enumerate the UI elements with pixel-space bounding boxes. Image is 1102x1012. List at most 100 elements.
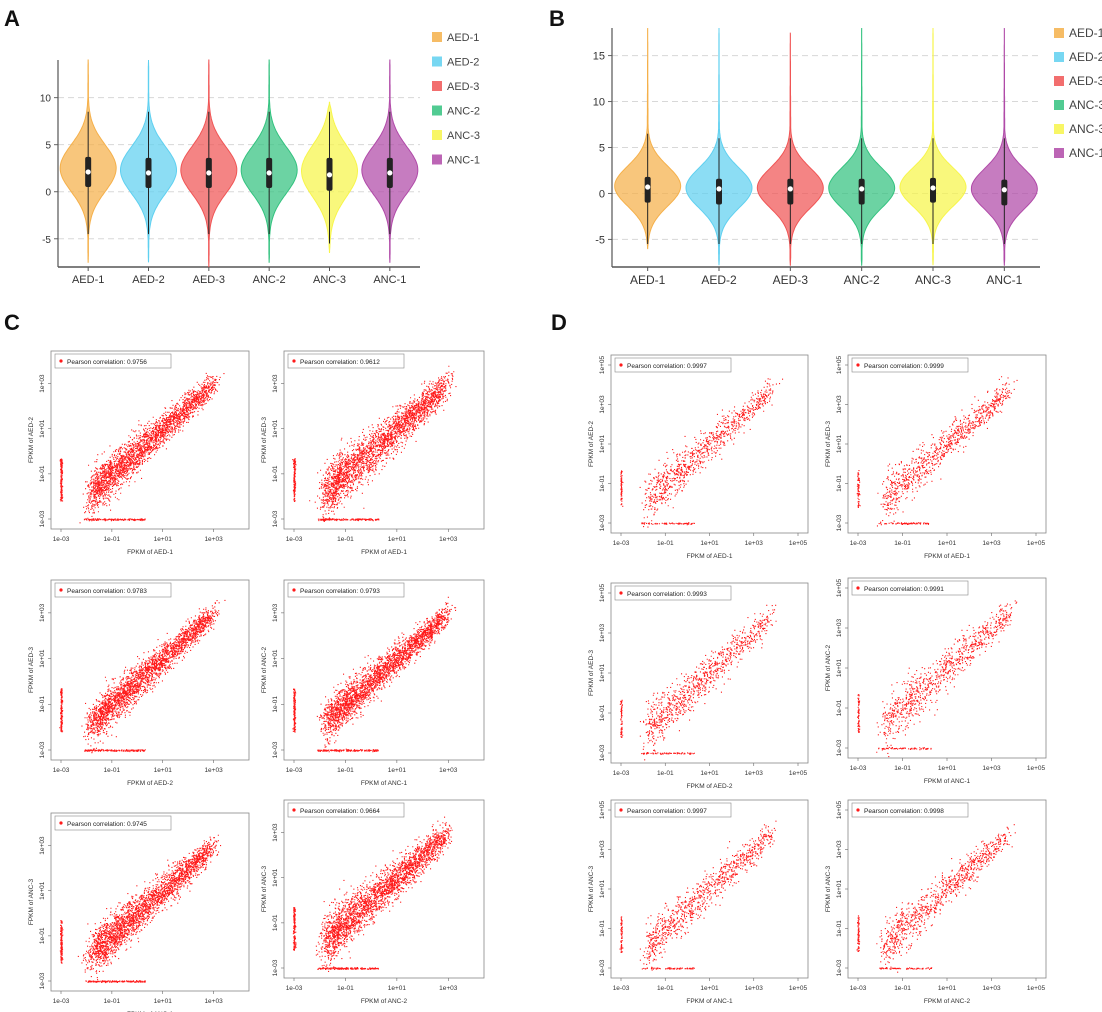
violin-median xyxy=(716,186,722,192)
x-tick-label: 1e+05 xyxy=(1027,985,1046,992)
y-tick-label: 1e+03 xyxy=(836,395,843,414)
scatter-legend-marker xyxy=(619,363,623,367)
violin-iqr-box xyxy=(716,178,722,205)
x-axis-label: FPKM of ANC-1 xyxy=(361,780,408,787)
y-axis-label: FPKM of ANC-2 xyxy=(825,644,832,691)
x-tick-label: 1e-03 xyxy=(53,767,70,774)
x-tick-label: 1e+01 xyxy=(388,985,407,992)
x-tick-label: AED-3 xyxy=(193,274,225,286)
y-tick-label: 1e-01 xyxy=(599,704,606,721)
legend-label: AED-3 xyxy=(447,81,479,93)
legend-label: AED-1 xyxy=(447,32,479,44)
x-tick-label: ANC-3 xyxy=(313,274,346,286)
y-tick-label: 1e+01 xyxy=(272,419,279,438)
x-tick-label: 1e-01 xyxy=(337,767,354,774)
x-axis-label: FPKM of ANC-2 xyxy=(924,998,971,1005)
x-tick-label: 1e+03 xyxy=(745,770,764,777)
x-axis-label: FPKM of AED-1 xyxy=(687,553,733,560)
x-tick-label: 1e+01 xyxy=(388,536,407,543)
y-axis-label: FPKM of ANC-3 xyxy=(825,865,832,912)
scatter-legend-box xyxy=(54,815,172,831)
scatter-frame xyxy=(283,350,485,530)
y-tick-label: 1e-03 xyxy=(599,959,606,976)
scatter-legend-marker xyxy=(59,359,63,363)
y-tick-label: 1e-01 xyxy=(39,696,46,713)
y-tick-label: 1e+03 xyxy=(599,623,606,642)
y-tick-label: 0 xyxy=(599,188,605,200)
y-axis-label: FPKM of AED-3 xyxy=(28,647,35,693)
scatter-legend-box xyxy=(287,353,405,369)
x-tick-label: 1e-01 xyxy=(104,536,121,543)
violin-chart-b: -5 0 5 10 15 AED-1 AED-2 AED-3 ANC-2 ANC-3 ANC-1 AE… xyxy=(593,26,1102,287)
x-tick-label: ANC-2 xyxy=(844,273,880,287)
x-tick-label: 1e-01 xyxy=(894,540,911,547)
x-axis-label: FPKM of AED-1 xyxy=(127,549,173,556)
panel-label-b: B xyxy=(549,6,565,31)
legend-swatch xyxy=(1054,148,1064,158)
y-tick-label: 1e-01 xyxy=(272,914,279,931)
y-tick-label: 1e+01 xyxy=(272,868,279,887)
y-tick-label: 1e-03 xyxy=(272,959,279,976)
x-tick-label: 1e-03 xyxy=(613,985,630,992)
x-tick-label: 1e+01 xyxy=(700,770,719,777)
x-tick-label: 1e-03 xyxy=(286,767,303,774)
scatter-legend-text: Pearson correlation: 0.9998 xyxy=(864,808,944,815)
y-tick-label: 1e-03 xyxy=(836,959,843,976)
x-tick-label: 1e+01 xyxy=(700,985,719,992)
y-tick-label: 1e+05 xyxy=(836,355,843,374)
scatter-legend-marker xyxy=(856,808,860,812)
y-tick-label: 5 xyxy=(599,143,605,155)
scatter-legend-marker xyxy=(292,808,296,812)
scatter-legend-marker xyxy=(619,591,623,595)
y-tick-label: 1e+03 xyxy=(272,603,279,622)
scatter-legend-text: Pearson correlation: 0.9993 xyxy=(627,591,707,598)
scatter-frame xyxy=(847,799,1047,979)
scatter-legend-text: Pearson correlation: 0.9783 xyxy=(67,588,147,595)
scatter-frame xyxy=(50,579,250,761)
y-tick-label: 1e+01 xyxy=(599,434,606,453)
x-tick-label: AED-2 xyxy=(132,274,164,286)
legend-label: ANC-3 xyxy=(1069,122,1102,136)
scatter-legend-box xyxy=(614,357,732,373)
scatter-legend-box xyxy=(614,802,732,818)
x-tick-label: 1e+05 xyxy=(789,985,808,992)
y-tick-label: 1e+01 xyxy=(272,649,279,668)
scatter-legend-marker xyxy=(292,359,296,363)
x-tick-label: 1e+03 xyxy=(204,767,223,774)
legend-label: ANC-2 xyxy=(447,106,480,118)
scatter-legend-marker xyxy=(856,586,860,590)
y-axis-label: FPKM of ANC-3 xyxy=(28,878,35,925)
legend-swatch xyxy=(432,130,442,140)
scatter-frame xyxy=(610,354,809,534)
legend-label: ANC-3 xyxy=(1069,98,1102,112)
x-tick-label: ANC-1 xyxy=(373,274,406,286)
x-tick-label: AED-2 xyxy=(701,273,737,287)
scatter-legend-text: Pearson correlation: 0.9991 xyxy=(864,586,944,593)
scatter-points xyxy=(292,365,457,522)
y-tick-label: 1e+01 xyxy=(39,419,46,438)
y-tick-label: 1e+03 xyxy=(39,836,46,855)
y-tick-label: 1e-01 xyxy=(272,696,279,713)
y-tick-label: 1e+01 xyxy=(836,658,843,677)
scatter-points xyxy=(59,372,225,524)
y-axis-label: FPKM of ANC-2 xyxy=(261,646,268,693)
panel-label-d: D xyxy=(551,310,567,335)
y-tick-label: 1e+05 xyxy=(599,800,606,819)
x-tick-label: 1e+03 xyxy=(439,536,458,543)
scatter-legend-box xyxy=(54,353,172,369)
x-tick-label: ANC-2 xyxy=(253,274,286,286)
scatter-points xyxy=(619,820,777,971)
y-tick-label: 1e+05 xyxy=(836,800,843,819)
scatter-legend-box xyxy=(54,582,172,598)
violin-median xyxy=(145,170,152,176)
scatter-legend-box xyxy=(614,585,732,601)
x-tick-label: 1e-03 xyxy=(53,998,70,1005)
x-tick-label: 1e-01 xyxy=(657,540,674,547)
legend-swatch xyxy=(1054,100,1064,110)
x-tick-label: 1e+03 xyxy=(204,536,223,543)
y-tick-label: 1e-01 xyxy=(836,920,843,937)
violin-median xyxy=(85,169,91,175)
y-tick-label: 15 xyxy=(593,51,605,63)
y-tick-label: 1e-01 xyxy=(599,475,606,492)
